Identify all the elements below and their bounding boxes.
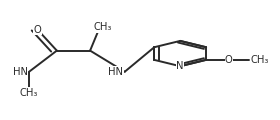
Text: HN: HN (13, 67, 28, 77)
Text: CH₃: CH₃ (250, 55, 269, 65)
Text: N: N (176, 61, 184, 71)
Text: O: O (34, 24, 41, 35)
Text: CH₃: CH₃ (20, 88, 38, 98)
Text: CH₃: CH₃ (94, 22, 112, 32)
Text: HN: HN (108, 67, 123, 77)
Text: O: O (225, 55, 233, 65)
